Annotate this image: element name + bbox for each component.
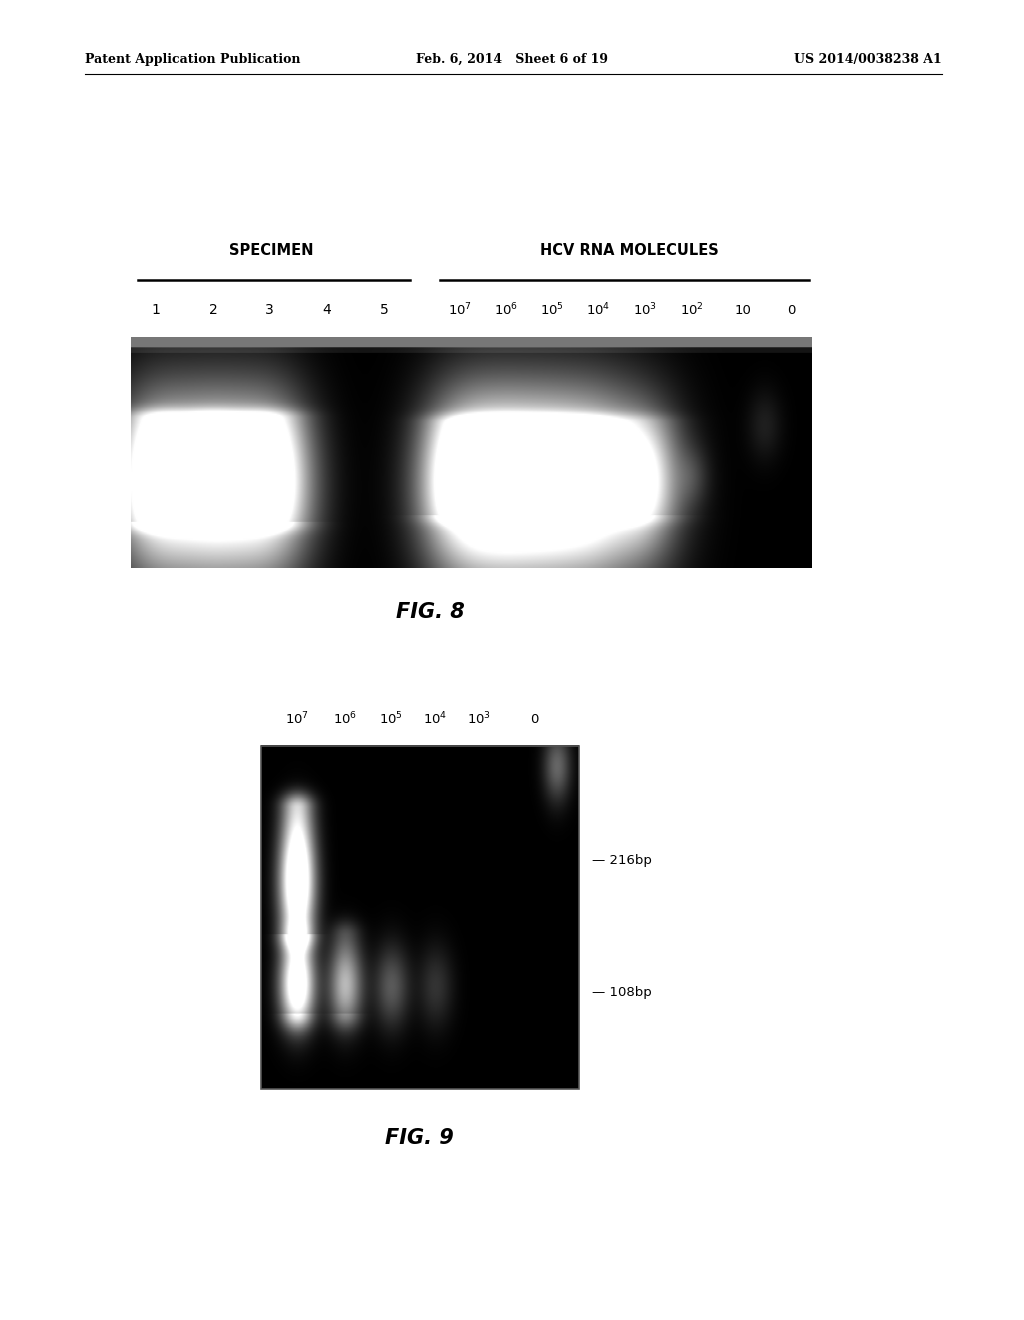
Text: FIG. 9: FIG. 9	[385, 1127, 455, 1148]
Bar	[261, 746, 579, 1089]
Text: SPECIMEN: SPECIMEN	[229, 243, 313, 259]
Text: 10$^4$: 10$^4$	[423, 711, 447, 727]
Text: HCV RNA MOLECULES: HCV RNA MOLECULES	[541, 243, 719, 259]
Text: Patent Application Publication: Patent Application Publication	[85, 53, 300, 66]
Bar	[131, 337, 812, 347]
Text: — 216bp: — 216bp	[592, 854, 651, 867]
Text: 10$^7$: 10$^7$	[285, 711, 309, 727]
Text: 3: 3	[265, 304, 273, 317]
Text: — 108bp: — 108bp	[592, 986, 651, 999]
Text: 5: 5	[380, 304, 388, 317]
Text: 10$^2$: 10$^2$	[680, 302, 705, 318]
Text: 10$^6$: 10$^6$	[494, 302, 518, 318]
Text: 10$^7$: 10$^7$	[447, 302, 472, 318]
Text: 4: 4	[323, 304, 331, 317]
Text: Feb. 6, 2014   Sheet 6 of 19: Feb. 6, 2014 Sheet 6 of 19	[416, 53, 608, 66]
Text: 0: 0	[787, 304, 796, 317]
Text: 10$^5$: 10$^5$	[379, 711, 403, 727]
Text: 10$^3$: 10$^3$	[633, 302, 657, 318]
Text: 2: 2	[209, 304, 217, 317]
Text: 10: 10	[735, 304, 752, 317]
Text: 0: 0	[530, 713, 539, 726]
Text: 10$^5$: 10$^5$	[540, 302, 564, 318]
Text: 10$^6$: 10$^6$	[333, 711, 357, 727]
Text: 1: 1	[152, 304, 160, 317]
Text: US 2014/0038238 A1: US 2014/0038238 A1	[795, 53, 942, 66]
Text: 10$^3$: 10$^3$	[467, 711, 492, 727]
Text: FIG. 8: FIG. 8	[395, 602, 465, 623]
Text: 10$^4$: 10$^4$	[586, 302, 610, 318]
